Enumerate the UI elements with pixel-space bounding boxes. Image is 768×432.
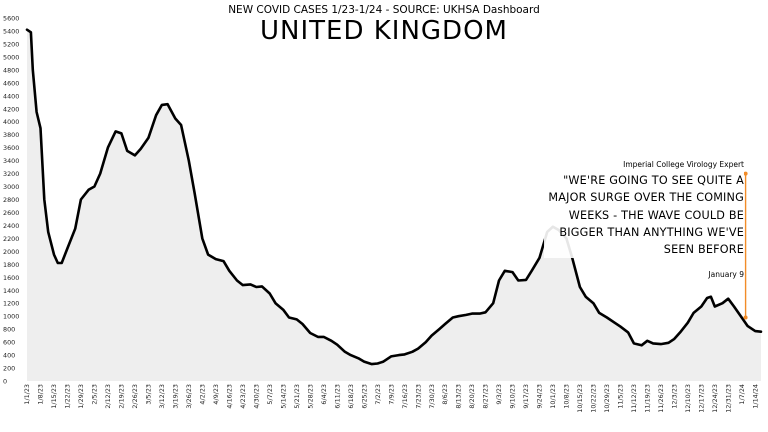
x-tick-label: 9/24/23 bbox=[536, 384, 544, 409]
x-tick-label: 7/23/23 bbox=[414, 384, 422, 409]
x-tick-label: 3/12/23 bbox=[158, 384, 166, 409]
x-tick-label: 8/13/23 bbox=[455, 384, 463, 409]
y-tick-label: 4600 bbox=[3, 79, 19, 87]
x-tick-label: 4/16/23 bbox=[225, 384, 233, 409]
y-tick-label: 3200 bbox=[3, 170, 19, 178]
x-tick-label: 8/20/23 bbox=[468, 384, 476, 409]
area-fill bbox=[27, 29, 761, 381]
x-tick-label: 6/11/23 bbox=[333, 384, 341, 409]
x-tick-label: 5/7/23 bbox=[266, 384, 274, 405]
x-tick-label: 5/14/23 bbox=[279, 384, 287, 409]
annotation-marker bbox=[743, 171, 748, 320]
x-tick-label: 1/8/23 bbox=[37, 384, 45, 405]
x-tick-label: 1/14/24 bbox=[751, 384, 759, 409]
x-tick-label: 3/26/23 bbox=[185, 384, 193, 409]
x-tick-label: 2/5/23 bbox=[91, 384, 99, 405]
y-axis: 0 200 400 600 800 1000 1200 1400 1600 1800 2000 220… bbox=[3, 15, 19, 386]
y-tick-label: 5200 bbox=[3, 40, 19, 48]
annotation-source: Imperial College Virology Expert bbox=[623, 160, 744, 169]
chart-title: UNITED KINGDOM bbox=[260, 16, 508, 46]
x-tick-label: 3/5/23 bbox=[145, 384, 153, 405]
area-shading bbox=[27, 29, 761, 381]
y-tick-label: 1200 bbox=[3, 300, 19, 308]
x-tick-label: 2/26/23 bbox=[131, 384, 139, 409]
annotation-dot-top bbox=[743, 171, 748, 176]
y-tick-label: 4000 bbox=[3, 118, 19, 126]
x-tick-label: 7/30/23 bbox=[428, 384, 436, 409]
y-tick-label: 2000 bbox=[3, 248, 19, 256]
chart-subtitle: NEW COVID CASES 1/23-1/24 - SOURCE: UKHS… bbox=[228, 4, 540, 16]
y-tick-label: 200 bbox=[3, 365, 15, 373]
x-tick-label: 1/22/23 bbox=[64, 384, 72, 409]
y-tick-label: 0 bbox=[3, 378, 7, 386]
y-tick-label: 5000 bbox=[3, 53, 19, 61]
annotation-date: January 9 bbox=[708, 270, 744, 279]
x-tick-label: 9/17/23 bbox=[522, 384, 530, 409]
x-tick-label: 8/6/23 bbox=[441, 384, 449, 405]
x-tick-label: 11/12/23 bbox=[630, 384, 638, 413]
y-tick-label: 1000 bbox=[3, 313, 19, 321]
y-tick-label: 4200 bbox=[3, 105, 19, 113]
x-tick-label: 12/17/23 bbox=[697, 384, 705, 413]
x-tick-label: 12/3/23 bbox=[671, 384, 679, 409]
y-tick-label: 4400 bbox=[3, 92, 19, 100]
x-tick-label: 10/1/23 bbox=[549, 384, 557, 409]
x-tick-label: 6/18/23 bbox=[347, 384, 355, 409]
y-tick-label: 3000 bbox=[3, 183, 19, 191]
x-tick-label: 10/8/23 bbox=[563, 384, 571, 409]
y-tick-label: 4800 bbox=[3, 66, 19, 74]
y-tick-label: 1600 bbox=[3, 274, 19, 282]
y-tick-label: 2800 bbox=[3, 196, 19, 204]
x-tick-label: 11/5/23 bbox=[617, 384, 625, 409]
x-tick-label: 8/27/23 bbox=[482, 384, 490, 409]
x-tick-label: 10/15/23 bbox=[576, 384, 584, 413]
x-tick-label: 11/26/23 bbox=[657, 384, 665, 413]
x-tick-label: 12/10/23 bbox=[684, 384, 692, 413]
x-tick-label: 4/23/23 bbox=[239, 384, 247, 409]
y-tick-label: 5400 bbox=[3, 27, 19, 35]
x-tick-label: 2/19/23 bbox=[118, 384, 126, 409]
y-tick-label: 5600 bbox=[3, 15, 19, 23]
y-tick-label: 3600 bbox=[3, 144, 19, 152]
x-tick-label: 5/28/23 bbox=[306, 384, 314, 409]
y-tick-label: 1400 bbox=[3, 287, 19, 295]
x-tick-label: 7/9/23 bbox=[387, 384, 395, 405]
x-axis: 1/1/23 1/8/23 1/15/23 1/22/23 1/29/23 2/5/23 2… bbox=[23, 384, 759, 413]
y-tick-label: 2200 bbox=[3, 235, 19, 243]
x-tick-label: 1/7/24 bbox=[738, 384, 746, 405]
x-tick-label: 12/24/23 bbox=[711, 384, 719, 413]
x-tick-label: 4/9/23 bbox=[212, 384, 220, 405]
x-tick-label: 11/19/23 bbox=[644, 384, 652, 413]
x-tick-label: 9/3/23 bbox=[495, 384, 503, 405]
annotation-dot-bottom bbox=[743, 315, 748, 320]
annotation-quote: "WE'RE GOING TO SEE QUITE A MAJOR SURGE … bbox=[544, 172, 744, 259]
y-tick-label: 600 bbox=[3, 339, 15, 347]
y-tick-label: 3400 bbox=[3, 157, 19, 165]
x-tick-label: 10/22/23 bbox=[590, 384, 598, 413]
y-tick-label: 400 bbox=[3, 352, 15, 360]
x-tick-label: 3/19/23 bbox=[172, 384, 180, 409]
x-tick-label: 5/21/23 bbox=[293, 384, 301, 409]
x-tick-label: 9/10/23 bbox=[509, 384, 517, 409]
x-tick-label: 1/29/23 bbox=[77, 384, 85, 409]
y-tick-label: 3800 bbox=[3, 131, 19, 139]
x-tick-label: 6/25/23 bbox=[360, 384, 368, 409]
x-tick-label: 6/4/23 bbox=[320, 384, 328, 405]
y-tick-label: 1800 bbox=[3, 261, 19, 269]
x-tick-label: 10/29/23 bbox=[603, 384, 611, 413]
x-tick-label: 1/15/23 bbox=[50, 384, 58, 409]
x-tick-label: 4/30/23 bbox=[252, 384, 260, 409]
x-tick-label: 7/2/23 bbox=[374, 384, 382, 405]
series-line-layer bbox=[25, 28, 763, 366]
y-tick-label: 2600 bbox=[3, 209, 19, 217]
series-line bbox=[25, 28, 763, 366]
x-tick-label: 12/31/23 bbox=[724, 384, 732, 413]
x-tick-label: 1/1/23 bbox=[23, 384, 31, 405]
y-tick-label: 800 bbox=[3, 326, 15, 334]
x-tick-label: 2/12/23 bbox=[104, 384, 112, 409]
x-tick-label: 7/16/23 bbox=[401, 384, 409, 409]
y-tick-label: 2400 bbox=[3, 222, 19, 230]
x-tick-label: 4/2/23 bbox=[199, 384, 207, 405]
